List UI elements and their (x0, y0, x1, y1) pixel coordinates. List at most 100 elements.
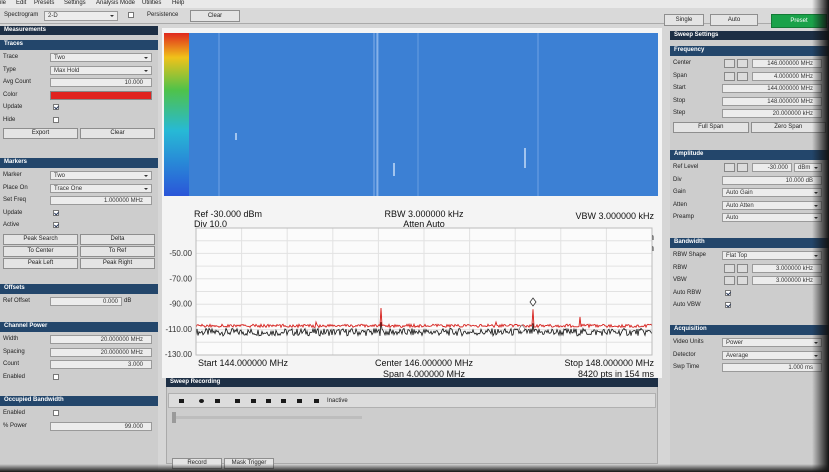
clear-button[interactable]: Clear (190, 10, 240, 22)
color-swatch[interactable] (50, 90, 152, 100)
persistence-checkbox[interactable] (128, 12, 134, 18)
value-box[interactable]: 3.000 (50, 360, 152, 369)
menu-item[interactable]: Analysis Mode (96, 0, 136, 6)
value-box[interactable]: 99.000 (50, 421, 152, 431)
field-label: Spacing (3, 348, 25, 355)
recording-button[interactable] (294, 396, 305, 406)
recording-button[interactable] (176, 396, 187, 406)
section-header[interactable]: Channel Power (0, 322, 158, 332)
y-tick-label: -90.00 (169, 300, 192, 309)
value-box[interactable]: Average (722, 350, 822, 360)
unit[interactable]: dB (124, 298, 132, 304)
checkbox[interactable] (725, 302, 731, 308)
field-label: Span (673, 72, 688, 79)
section-header[interactable]: Occupied Bandwidth (0, 396, 158, 406)
section-header[interactable]: Frequency (670, 46, 829, 56)
section-header[interactable]: Offsets (0, 284, 158, 294)
checkbox[interactable] (725, 289, 731, 296)
recording-button[interactable] (196, 396, 207, 406)
recording-icon (314, 399, 319, 403)
section-header[interactable]: Traces (0, 40, 158, 50)
field-label: Auto RBW (673, 289, 702, 296)
value-box[interactable]: 20.000000 MHz (50, 335, 152, 344)
checkbox[interactable] (53, 104, 59, 110)
recording-button[interactable] (278, 396, 289, 406)
section-header[interactable]: Bandwidth (670, 238, 829, 248)
value-box[interactable]: -30.000 (752, 163, 792, 172)
colorbar (164, 33, 189, 196)
menu-item[interactable]: Settings (64, 0, 86, 6)
value-box[interactable]: Auto Atten (722, 200, 822, 210)
value-box[interactable]: Trace One (50, 183, 152, 193)
button[interactable]: To Center (3, 245, 78, 257)
auto-button[interactable]: Auto (710, 14, 758, 26)
checkbox[interactable] (53, 209, 59, 216)
single-button[interactable]: Single (664, 14, 704, 26)
recording-button[interactable] (311, 396, 322, 406)
value-box[interactable]: 20.000000 MHz (50, 347, 152, 357)
section-header[interactable]: Markers (0, 158, 158, 168)
recording-button[interactable] (212, 396, 223, 406)
trace-max-hold (195, 307, 653, 329)
button[interactable]: Export (3, 128, 78, 139)
increment-button[interactable] (737, 263, 748, 273)
value-box[interactable]: Two (50, 171, 152, 180)
value-box[interactable]: Power (722, 338, 822, 347)
recording-icon (215, 399, 220, 403)
value-box[interactable]: 10.000 dB (722, 175, 822, 185)
field-label: Update (3, 209, 23, 216)
sweep-recording-panel (166, 378, 658, 464)
value-box[interactable]: 10.000 (50, 78, 152, 87)
menu-item[interactable]: Utilities (142, 0, 162, 6)
field-label: Set Freq (3, 197, 27, 203)
value-box[interactable]: Auto (722, 213, 822, 222)
decrement-button[interactable] (724, 276, 735, 285)
button[interactable]: Full Span (673, 121, 749, 133)
value-box[interactable]: 144.000000 MHz (722, 84, 822, 93)
value-box[interactable]: 1.000000 MHz (50, 196, 152, 205)
value-box[interactable]: 0.000 (50, 297, 122, 306)
checkbox[interactable] (53, 116, 59, 123)
recording-button[interactable] (248, 396, 259, 406)
button[interactable]: Delta (80, 233, 155, 245)
button[interactable]: Peak Search (3, 233, 78, 245)
decrement-button[interactable] (724, 163, 735, 172)
menu-item[interactable]: Help (172, 0, 185, 6)
decrement-button[interactable] (724, 263, 735, 273)
y-tick-label: -70.00 (169, 274, 192, 283)
value-box[interactable]: 148.000000 MHz (722, 96, 822, 106)
menu-item[interactable]: Edit (16, 0, 27, 6)
button[interactable]: Clear (80, 128, 155, 139)
value-box[interactable]: 20.000000 kHz (722, 109, 822, 118)
menu-item[interactable]: ile (0, 0, 7, 6)
increment-button[interactable] (737, 71, 748, 81)
decrement-button[interactable] (724, 71, 735, 81)
section-header[interactable]: Acquisition (670, 325, 829, 335)
section-header[interactable]: Amplitude (670, 150, 829, 160)
button[interactable]: To Ref (80, 245, 155, 257)
increment-button[interactable] (737, 276, 748, 285)
checkbox[interactable] (53, 410, 59, 416)
decrement-button[interactable] (724, 59, 735, 68)
increment-button[interactable] (737, 59, 748, 68)
value-box[interactable]: Flat Top (722, 251, 822, 260)
recording-slider[interactable] (172, 416, 362, 419)
button[interactable]: Peak Left (3, 257, 78, 269)
checkbox[interactable] (53, 222, 59, 228)
slider-handle[interactable] (172, 412, 176, 423)
spectrogram-select[interactable]: 2-D (44, 11, 118, 21)
menu-item[interactable]: Presets (34, 0, 55, 6)
recording-button[interactable] (263, 396, 274, 406)
value-box[interactable]: Two (50, 53, 152, 62)
rbw-label: RBW 3.000000 kHz (384, 209, 464, 219)
value-box[interactable]: Auto Gain (722, 188, 822, 197)
recording-button[interactable] (232, 396, 243, 406)
checkbox[interactable] (53, 373, 59, 380)
button[interactable]: Peak Right (80, 257, 155, 269)
value-box[interactable]: 1.000 ms (722, 363, 822, 372)
value-box[interactable]: Max Hold (50, 65, 152, 75)
field-label: Center (673, 60, 692, 66)
increment-button[interactable] (737, 163, 748, 172)
field-label: Preamp (673, 214, 695, 220)
